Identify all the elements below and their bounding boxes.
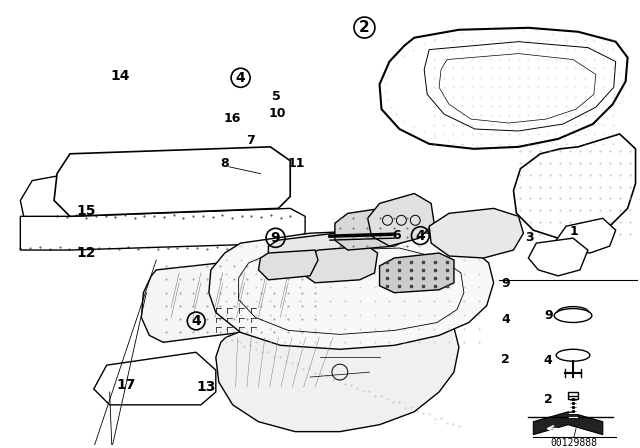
Polygon shape [305, 246, 378, 283]
Text: 4: 4 [501, 313, 510, 326]
Text: 4: 4 [415, 228, 425, 243]
Text: 5: 5 [273, 90, 281, 103]
Polygon shape [513, 134, 636, 238]
Text: 4: 4 [236, 71, 246, 85]
Polygon shape [533, 412, 603, 435]
Text: 3: 3 [525, 231, 534, 244]
Text: 12: 12 [77, 246, 96, 260]
Text: 14: 14 [110, 69, 130, 82]
Text: 13: 13 [196, 380, 216, 394]
Polygon shape [380, 253, 454, 293]
Polygon shape [54, 147, 290, 216]
Text: 6: 6 [392, 229, 401, 242]
Text: 2: 2 [359, 20, 370, 35]
Polygon shape [20, 208, 305, 250]
Polygon shape [209, 230, 493, 349]
Text: 4: 4 [191, 314, 201, 328]
Text: 15: 15 [77, 204, 96, 218]
Text: 10: 10 [268, 107, 285, 120]
Text: 9: 9 [544, 309, 552, 322]
Polygon shape [335, 207, 414, 250]
Text: 9: 9 [271, 231, 280, 245]
Polygon shape [529, 238, 588, 276]
Polygon shape [380, 28, 628, 149]
FancyBboxPatch shape [568, 392, 578, 399]
Polygon shape [556, 218, 616, 253]
Polygon shape [20, 174, 70, 233]
Text: 7: 7 [246, 134, 255, 146]
Polygon shape [367, 194, 434, 246]
Text: 16: 16 [223, 112, 241, 125]
Text: 11: 11 [287, 157, 305, 170]
Polygon shape [429, 208, 524, 258]
Polygon shape [216, 306, 459, 431]
Text: 9: 9 [501, 277, 509, 290]
Polygon shape [268, 233, 345, 263]
Polygon shape [94, 352, 216, 405]
Ellipse shape [556, 349, 590, 361]
Text: 00129888: 00129888 [550, 438, 598, 448]
Text: 8: 8 [220, 157, 229, 170]
Text: 17: 17 [116, 378, 136, 392]
Ellipse shape [554, 309, 592, 323]
Polygon shape [259, 250, 318, 280]
Text: 2: 2 [501, 353, 510, 366]
Text: 4: 4 [544, 354, 552, 367]
Text: 1: 1 [570, 224, 579, 237]
Text: 2: 2 [544, 393, 552, 406]
Polygon shape [141, 253, 340, 342]
